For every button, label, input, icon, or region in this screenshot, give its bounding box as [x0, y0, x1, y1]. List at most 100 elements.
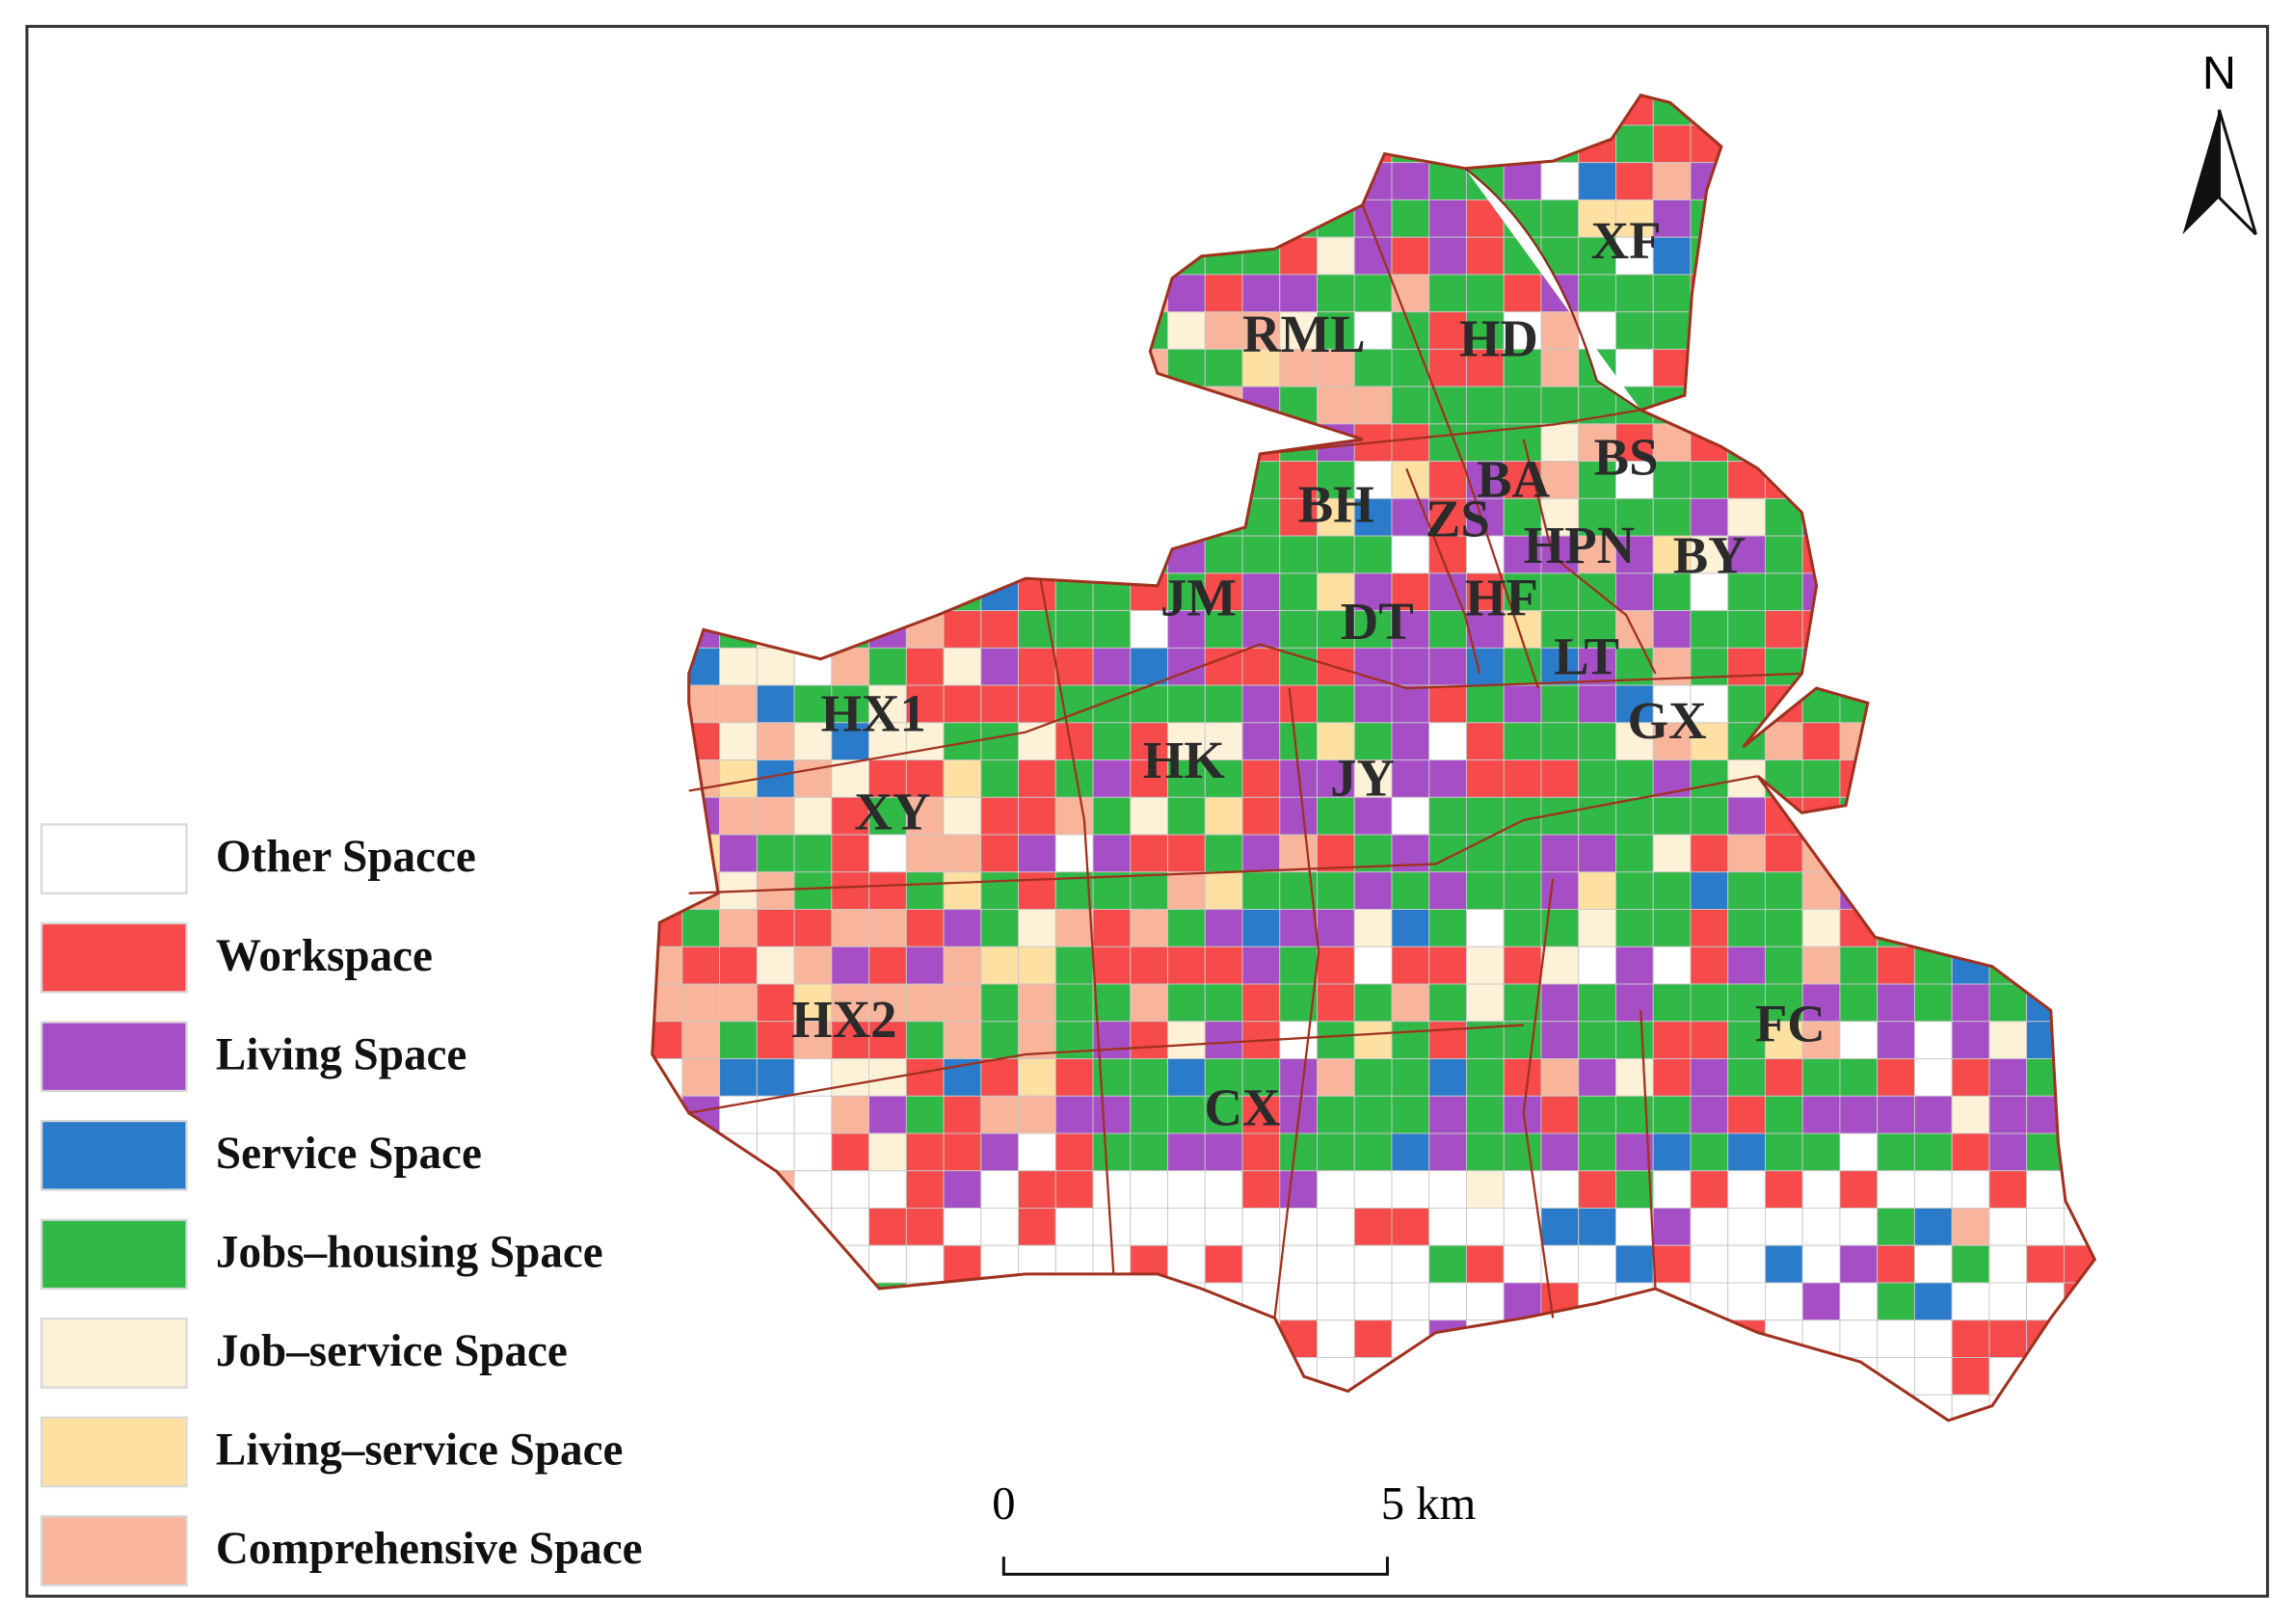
grid-cell [1913, 1244, 1953, 1284]
grid-cell [1877, 1132, 1915, 1172]
grid-cell [1353, 759, 1393, 798]
grid-cell [1353, 722, 1393, 761]
grid-cell [1466, 871, 1505, 910]
grid-cell [1353, 1095, 1393, 1134]
grid-cell [1540, 1021, 1580, 1059]
legend-swatch [40, 1318, 188, 1389]
grid-cell [1690, 1244, 1729, 1284]
grid-cell [1353, 274, 1393, 313]
grid-cell [905, 983, 945, 1023]
grid-cell [980, 1095, 1020, 1134]
grid-cell [1913, 1319, 1953, 1358]
grid-cell [1167, 983, 1206, 1023]
legend-label: Workspace [216, 931, 433, 981]
grid-cell [1054, 796, 1094, 836]
grid-cell [1913, 1132, 1953, 1172]
grid-cell [1951, 1244, 1990, 1284]
grid-cell [1241, 1244, 1281, 1284]
district-label: LT [1554, 626, 1619, 685]
grid-cell [1204, 1170, 1243, 1209]
grid-cell [2026, 1244, 2065, 1284]
grid-cell [1764, 722, 1803, 761]
grid-cell [1279, 1058, 1318, 1097]
grid-cell [1615, 834, 1654, 873]
grid-cell [1353, 647, 1393, 686]
grid-cell [1615, 1170, 1654, 1209]
grid-cell [1317, 871, 1355, 910]
grid-cell [905, 722, 945, 761]
grid-cell [868, 1095, 907, 1134]
grid-cell [1428, 647, 1467, 686]
grid-cell [868, 1244, 907, 1284]
grid-cell [719, 647, 758, 686]
grid-cell [1054, 647, 1094, 686]
grid-cell [1353, 1132, 1393, 1172]
grid-cell [1130, 1208, 1168, 1246]
grid-cell [1353, 1282, 1393, 1321]
grid-cell [1241, 759, 1281, 798]
grid-cell [868, 983, 907, 1023]
grid-cell [793, 722, 833, 761]
grid-cell [1801, 1244, 1841, 1284]
grid-cell [943, 1095, 982, 1134]
grid-cell [1204, 871, 1243, 910]
grid-cell [1279, 461, 1318, 499]
grid-cell [905, 1170, 945, 1209]
grid-cell [1652, 274, 1692, 313]
grid-cell [980, 1021, 1020, 1059]
grid-cell [1690, 647, 1729, 686]
grid-cell [943, 983, 982, 1023]
grid-cell [1652, 834, 1692, 873]
grid-cell [1391, 423, 1430, 463]
grid-cell [1578, 1058, 1616, 1097]
grid-cell [1690, 759, 1729, 798]
grid-cell [1839, 1319, 1879, 1358]
grid-cell [1466, 386, 1505, 425]
grid-cell [1466, 759, 1505, 798]
grid-cell [1279, 1170, 1318, 1209]
grid-cell [1317, 236, 1355, 276]
legend-label: Jobs–housing Space [216, 1227, 603, 1277]
grid-cell [1018, 983, 1056, 1023]
grid-cell [868, 1208, 907, 1246]
grid-cell [1241, 1170, 1281, 1209]
grid-cell [1092, 1170, 1132, 1209]
grid-cell [1317, 1244, 1355, 1284]
grid-cell [831, 1021, 870, 1059]
grid-cell [1353, 684, 1393, 724]
grid-cell [1615, 535, 1654, 574]
grid-cell [943, 647, 982, 686]
grid-cell [1652, 909, 1692, 947]
grid-cell [1167, 311, 1206, 350]
grid-cell [1578, 1132, 1616, 1172]
grid-cell [1391, 1282, 1430, 1321]
grid-cell [1391, 684, 1430, 724]
grid-cell [1428, 796, 1467, 836]
legend-swatch [40, 1218, 188, 1291]
grid-cell [1241, 796, 1281, 836]
grid-cell [1130, 1021, 1168, 1059]
grid-cell [1690, 572, 1729, 612]
grid-cell [756, 796, 795, 836]
grid-cell [1466, 796, 1505, 836]
grid-cell [756, 647, 795, 686]
north-arrow: N [2182, 47, 2257, 236]
grid-cell [1615, 274, 1654, 313]
grid-cell [1540, 871, 1580, 910]
grid-cell [1018, 684, 1056, 724]
grid-cell [1913, 1208, 1953, 1246]
grid-cell [719, 1021, 758, 1059]
grid-cell [1951, 1021, 1990, 1059]
grid-cell [793, 759, 833, 798]
grid-cell [831, 759, 870, 798]
grid-cell [1279, 572, 1318, 612]
grid-cell [1652, 461, 1692, 499]
grid-cell [1167, 796, 1206, 836]
grid-cell [1578, 1244, 1616, 1284]
grid-cell [980, 684, 1020, 724]
grid-cell [1988, 1095, 2028, 1134]
grid-cell [1279, 348, 1318, 387]
grid-cell [943, 796, 982, 836]
grid-cell [1540, 535, 1580, 574]
grid-cell [905, 1095, 945, 1134]
